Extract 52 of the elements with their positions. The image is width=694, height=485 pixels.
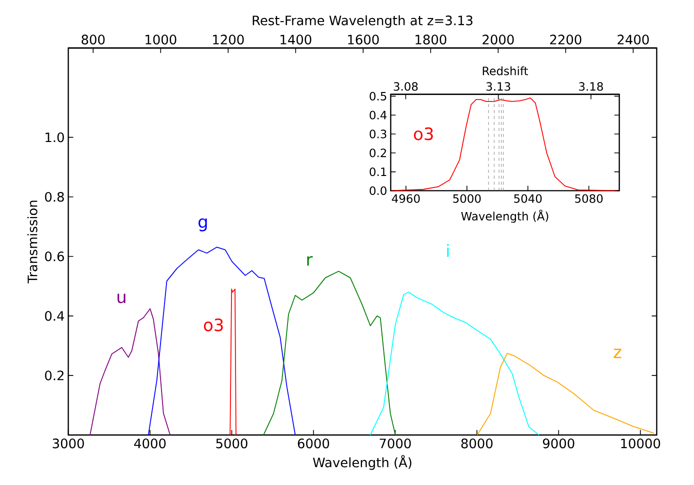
series-label: o3	[414, 127, 433, 140]
series-label: u	[118, 293, 126, 304]
x2-tick-label: 1600	[348, 34, 379, 44]
x-axis-title: Wavelength (Å)	[461, 210, 548, 223]
x2-tick-label: 3.13	[486, 82, 510, 91]
x-tick-label: 6000	[298, 438, 330, 448]
line-series	[90, 308, 171, 435]
y-tick-label: 0.2	[370, 148, 386, 158]
series-label: o3	[204, 318, 223, 332]
text: z	[614, 348, 622, 358]
x2-tick-label: 2400	[618, 34, 649, 44]
x2-axis-title: Rest-Frame Wavelength at z=3.13	[252, 15, 472, 28]
x-tick-label: 8000	[461, 438, 493, 448]
x-axis-title: Wavelength (Å)	[312, 455, 412, 470]
x2-tick-label: 2000	[482, 34, 514, 44]
line-series	[390, 97, 618, 191]
y-tick-label: 0.6	[45, 251, 64, 262]
x-tick-label: 7000	[380, 438, 411, 448]
x2-tick-label: 1800	[416, 34, 446, 44]
y-tick-label: 1.0	[46, 132, 64, 142]
x2-tick-label: 1400	[280, 34, 312, 44]
x-tick-label: 9000	[542, 438, 574, 448]
x-tick-label: 5000	[453, 194, 481, 203]
y-tick-label: 0.4	[45, 311, 64, 321]
text: i	[447, 244, 449, 257]
y-tick-label: 0.5	[370, 92, 386, 101]
y-axis-title: Transmission	[27, 200, 38, 284]
y-tick-label: 0.1	[370, 167, 386, 176]
y-tick-label: 0.0	[370, 186, 386, 196]
x2-tick-label: 3.08	[394, 82, 418, 91]
x-tick-label: 5000	[216, 438, 248, 448]
x2-axis-title: Redshift	[482, 66, 528, 76]
y-tick-label: 0.8	[45, 192, 64, 202]
y-tick-label: 0.4	[370, 110, 387, 120]
y-tick-label: 0.2	[45, 370, 64, 380]
line-series	[263, 270, 396, 435]
x-tick-label: 5040	[514, 194, 542, 203]
x2-tick-label: 1000	[146, 34, 176, 44]
x-tick-label: 10000	[621, 438, 660, 448]
line-series	[370, 292, 540, 435]
x2-tick-label: 1200	[213, 34, 244, 44]
x-tick-label: 4960	[392, 194, 420, 203]
line-series	[148, 246, 296, 435]
series-label: r	[307, 256, 313, 266]
series-label: g	[198, 218, 207, 232]
x2-tick-label: 800	[82, 34, 105, 44]
x-tick-label: 5080	[575, 194, 603, 203]
x-tick-label: 4000	[134, 438, 166, 448]
x2-tick-label: 2200	[550, 34, 582, 44]
x-tick-label: 3000	[52, 438, 84, 448]
x2-tick-label: 3.18	[579, 82, 603, 91]
y-tick-label: 0.3	[370, 130, 386, 138]
